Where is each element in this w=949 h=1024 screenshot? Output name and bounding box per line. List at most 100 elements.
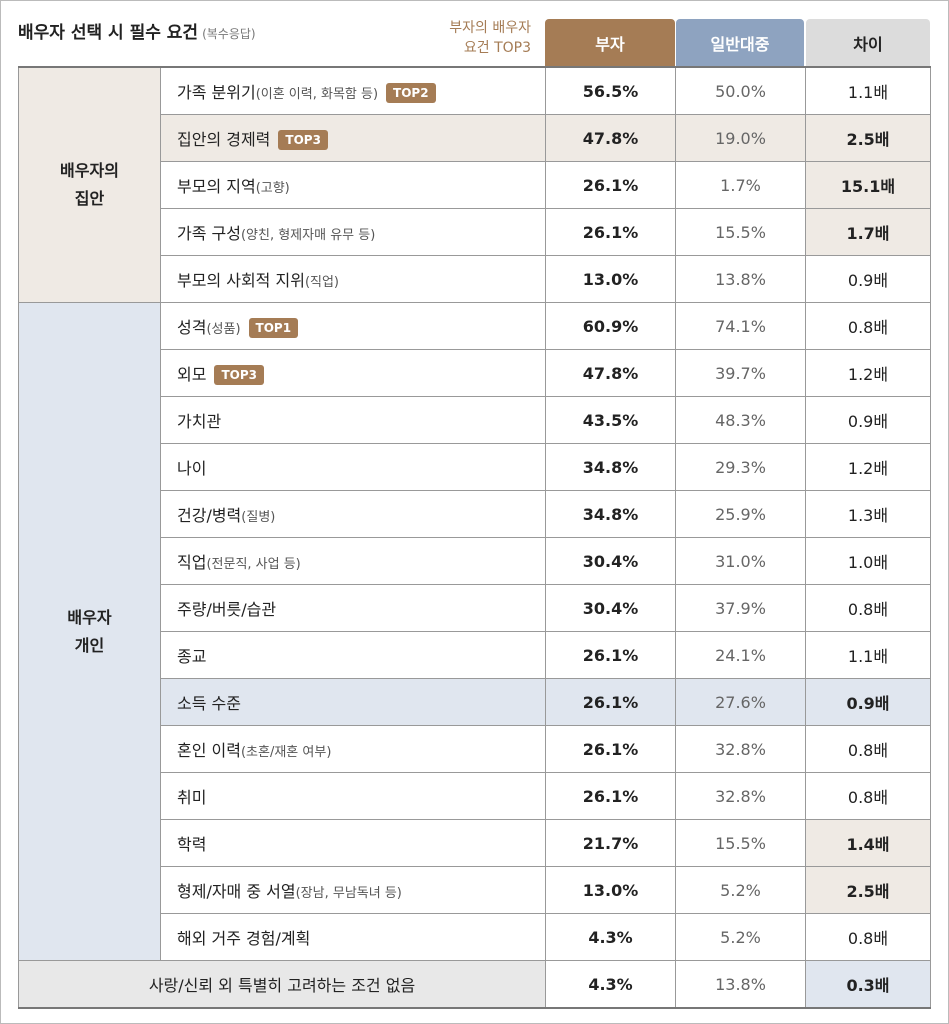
row-name: 가족 분위기 (177, 82, 256, 102)
value-cell: 26.1% (545, 208, 676, 256)
table-row: 혼인 이력(초혼/재혼 여부) 26.1% 32.8% 0.8배 (19, 725, 931, 773)
table: 배우자의 집안 가족 분위기(이혼 이력, 화목함 등) TOP2 56.5% 50.0… (18, 66, 931, 1009)
value-cell: 15.5% (675, 208, 806, 256)
title: 배우자 선택 시 필수 요건 (복수응답) (18, 18, 256, 43)
row-name: 가치관 (177, 412, 222, 431)
row-name-cell: 건강/병력(질병) (160, 490, 546, 538)
value-cell: 5.2% (675, 913, 806, 961)
table-row: 부모의 사회적 지위(직업) 13.0% 13.8% 0.9배 (19, 255, 931, 303)
value-cell: 1.2배 (805, 349, 931, 397)
column-header: 부자 (545, 19, 675, 66)
value-cell: 0.9배 (805, 396, 931, 444)
table-row: 부모의 지역(고향) 26.1% 1.7% 15.1배 (19, 161, 931, 209)
group-label: 배우자의 집안 (18, 66, 161, 303)
row-note: (양친, 형제자매 유무 등) (240, 228, 376, 243)
value-cell: 0.8배 (805, 302, 931, 350)
value-cell: 1.3배 (805, 490, 931, 538)
row-name-cell: 해외 거주 경험/계획 (160, 913, 546, 961)
table-row: 가치관 43.5% 48.3% 0.9배 (19, 396, 931, 444)
row-name: 학력 (177, 835, 207, 854)
table-row: 학력 21.7% 15.5% 1.4배 (19, 819, 931, 867)
row-name-cell: 집안의 경제력 TOP3 (160, 114, 546, 162)
row-name: 부모의 지역 (177, 177, 256, 196)
row-note: (전문직, 사업 등) (206, 557, 301, 572)
value-cell: 60.9% (545, 302, 676, 350)
top-badge: TOP2 (386, 83, 436, 104)
row-name-cell: 취미 (160, 772, 546, 820)
row-note: (이혼 이력, 화목함 등) (255, 86, 379, 102)
row-name: 종교 (177, 647, 207, 666)
row-name: 가족 구성 (177, 224, 241, 243)
value-cell: 1.1배 (805, 66, 931, 115)
row-note: (직업) (304, 275, 340, 290)
value-cell: 30.4% (545, 537, 676, 585)
table-row: 배우자 개인 성격(성품) TOP1 60.9% 74.1% 0.8배 (18, 302, 931, 961)
row-name-cell: 직업(전문직, 사업 등) (160, 537, 546, 585)
value-cell: 1.0배 (805, 537, 931, 585)
value-cell: 32.8% (675, 772, 806, 820)
value-cell: 43.5% (545, 396, 676, 444)
value-cell: 1.7% (675, 161, 806, 209)
row-note: (초혼/재혼 여부) (240, 745, 332, 760)
table-row: 해외 거주 경험/계획 4.3% 5.2% 0.8배 (19, 913, 931, 961)
value-cell: 26.1% (545, 725, 676, 773)
row-name-cell: 성격(성품) TOP1 (160, 302, 546, 350)
row-name: 건강/병력 (177, 506, 242, 525)
table-row: 가족 구성(양친, 형제자매 유무 등) 26.1% 15.5% 1.7배 (19, 208, 931, 256)
table-row: 직업(전문직, 사업 등) 30.4% 31.0% 1.0배 (19, 537, 931, 585)
row-note: (고향) (255, 181, 290, 196)
row-note: (장남, 무남독녀 등) (295, 886, 402, 901)
table-row: 취미 26.1% 32.8% 0.8배 (19, 772, 931, 820)
value-cell: 30.4% (545, 584, 676, 632)
value-cell: 15.5% (675, 819, 806, 867)
row-name-cell: 종교 (160, 631, 546, 679)
value-cell: 0.3배 (805, 960, 931, 1009)
value-cell: 56.5% (545, 66, 676, 115)
row-name: 해외 거주 경험/계획 (177, 929, 311, 948)
value-cell: 39.7% (675, 349, 806, 397)
value-cell: 47.8% (545, 349, 676, 397)
top3-label: 부자의 배우자 요건 TOP3 (449, 20, 531, 56)
title-text: 배우자 선택 시 필수 요건 (18, 23, 199, 43)
row-name-cell: 형제/자매 중 서열(장남, 무남독녀 등) (160, 866, 546, 914)
value-cell: 1.1배 (805, 631, 931, 679)
value-cell: 2.5배 (805, 866, 931, 914)
table-row: 소득 수준 26.1% 27.6% 0.9배 (18, 678, 931, 726)
row-name-cell: 소득 수준 (160, 678, 546, 726)
top-badge: TOP1 (248, 318, 299, 339)
value-cell: 0.8배 (805, 772, 931, 820)
value-cell: 26.1% (545, 631, 676, 679)
footer-name: 사랑/신뢰 외 특별히 고려하는 조건 없음 (18, 960, 546, 1009)
row-name: 직업 (177, 553, 207, 572)
value-cell: 47.8% (545, 114, 676, 162)
value-cell: 32.8% (675, 725, 806, 773)
row-name: 취미 (177, 788, 207, 807)
row-name: 소득 수준 (177, 694, 241, 713)
value-cell: 31.0% (675, 537, 806, 585)
column-header: 차이 (806, 19, 930, 66)
table-row: 건강/병력(질병) 34.8% 25.9% 1.3배 (19, 490, 931, 538)
value-cell: 26.1% (545, 772, 676, 820)
row-name: 성격 (177, 317, 207, 337)
value-cell: 26.1% (545, 678, 676, 726)
row-name: 나이 (177, 459, 207, 478)
row-name-cell: 가족 구성(양친, 형제자매 유무 등) (160, 208, 546, 256)
table-row: 외모 TOP3 47.8% 39.7% 1.2배 (19, 349, 931, 397)
row-name-cell: 외모 TOP3 (160, 349, 546, 397)
value-cell: 0.8배 (805, 913, 931, 961)
value-cell: 0.9배 (805, 255, 931, 303)
row-name: 혼인 이력 (177, 741, 241, 760)
row-name: 집안의 경제력 (177, 129, 271, 149)
row-name: 부모의 사회적 지위 (177, 271, 305, 290)
value-cell: 37.9% (675, 584, 806, 632)
group-label: 배우자 개인 (18, 302, 161, 961)
row-name-cell: 나이 (160, 443, 546, 491)
table-row: 종교 26.1% 24.1% 1.1배 (19, 631, 931, 679)
value-cell: 1.7배 (805, 208, 931, 256)
value-cell: 24.1% (675, 631, 806, 679)
value-cell: 34.8% (545, 490, 676, 538)
top-badge: TOP3 (278, 130, 328, 151)
top-badge: TOP3 (214, 365, 264, 386)
table-row: 나이 34.8% 29.3% 1.2배 (19, 443, 931, 491)
